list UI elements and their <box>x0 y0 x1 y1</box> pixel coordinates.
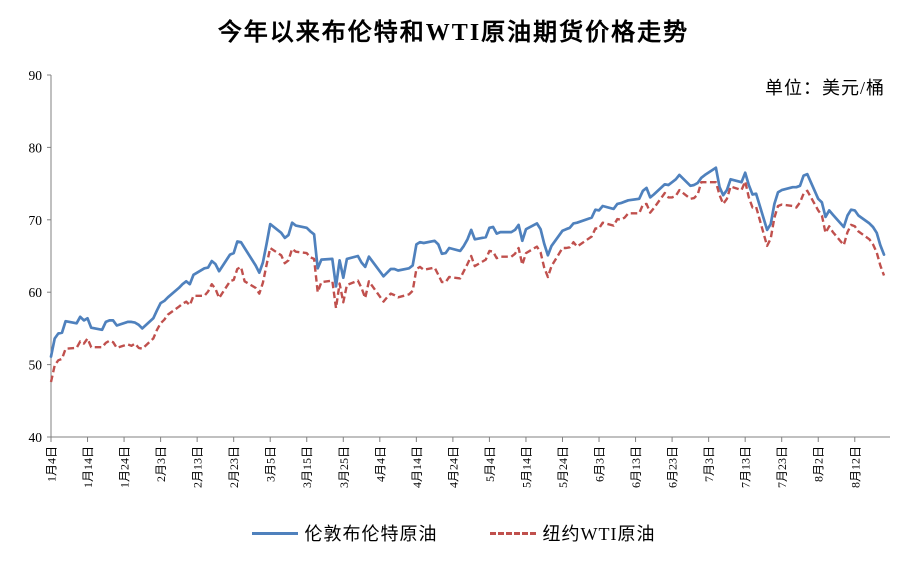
y-tick-label: 40 <box>29 430 43 445</box>
x-tick-label: 4月24日 <box>446 446 460 488</box>
x-tick-label: 4月14日 <box>410 446 424 488</box>
x-tick-label: 7月23日 <box>775 446 789 488</box>
x-tick-label: 1月4日 <box>45 446 59 482</box>
x-tick-label: 1月14日 <box>81 446 95 488</box>
x-tick-label: 2月3日 <box>154 446 168 482</box>
x-tick-label: 3月25日 <box>337 446 351 488</box>
x-tick-label: 6月13日 <box>629 446 643 488</box>
brent-solid-line-icon <box>251 531 298 535</box>
x-tick-label: 4月4日 <box>373 446 387 482</box>
x-tick-label: 7月3日 <box>702 446 716 482</box>
y-tick-label: 90 <box>29 68 43 83</box>
chart-legend: 伦敦布伦特原油 纽约WTI原油 <box>0 520 907 546</box>
x-tick-label: 6月3日 <box>593 446 607 482</box>
legend-label-brent: 伦敦布伦特原油 <box>304 524 438 544</box>
brent-price-line <box>49 166 886 358</box>
legend-item-wti: 纽约WTI原油 <box>489 520 656 546</box>
x-tick-label: 8月2日 <box>812 446 826 482</box>
x-tick-label: 5月24日 <box>556 446 570 488</box>
x-tick-label: 5月4日 <box>483 446 497 482</box>
y-tick-label: 70 <box>29 213 43 228</box>
chart-title: 今年以来布伦特和WTI原油期货价格走势 <box>217 20 690 46</box>
wti-price-line <box>49 180 886 383</box>
x-tick-label: 3月15日 <box>300 446 314 488</box>
x-tick-label: 2月23日 <box>227 446 241 488</box>
wti-dashed-line-icon <box>489 531 536 535</box>
x-tick-label: 2月13日 <box>191 446 205 488</box>
y-tick-label: 50 <box>29 358 43 373</box>
x-tick-label: 1月24日 <box>118 446 132 488</box>
x-tick-label: 3月5日 <box>264 446 278 482</box>
legend-item-brent: 伦敦布伦特原油 <box>251 520 438 546</box>
x-tick-label: 7月13日 <box>739 446 753 488</box>
unit-label: 单位：美元/桶 <box>764 78 885 98</box>
x-tick-label: 5月14日 <box>519 446 533 488</box>
y-tick-label: 60 <box>29 285 43 300</box>
legend-label-wti: 纽约WTI原油 <box>542 524 656 544</box>
y-tick-label: 80 <box>29 140 43 155</box>
x-tick-label: 8月12日 <box>848 446 862 488</box>
x-tick-label: 6月23日 <box>666 446 680 488</box>
